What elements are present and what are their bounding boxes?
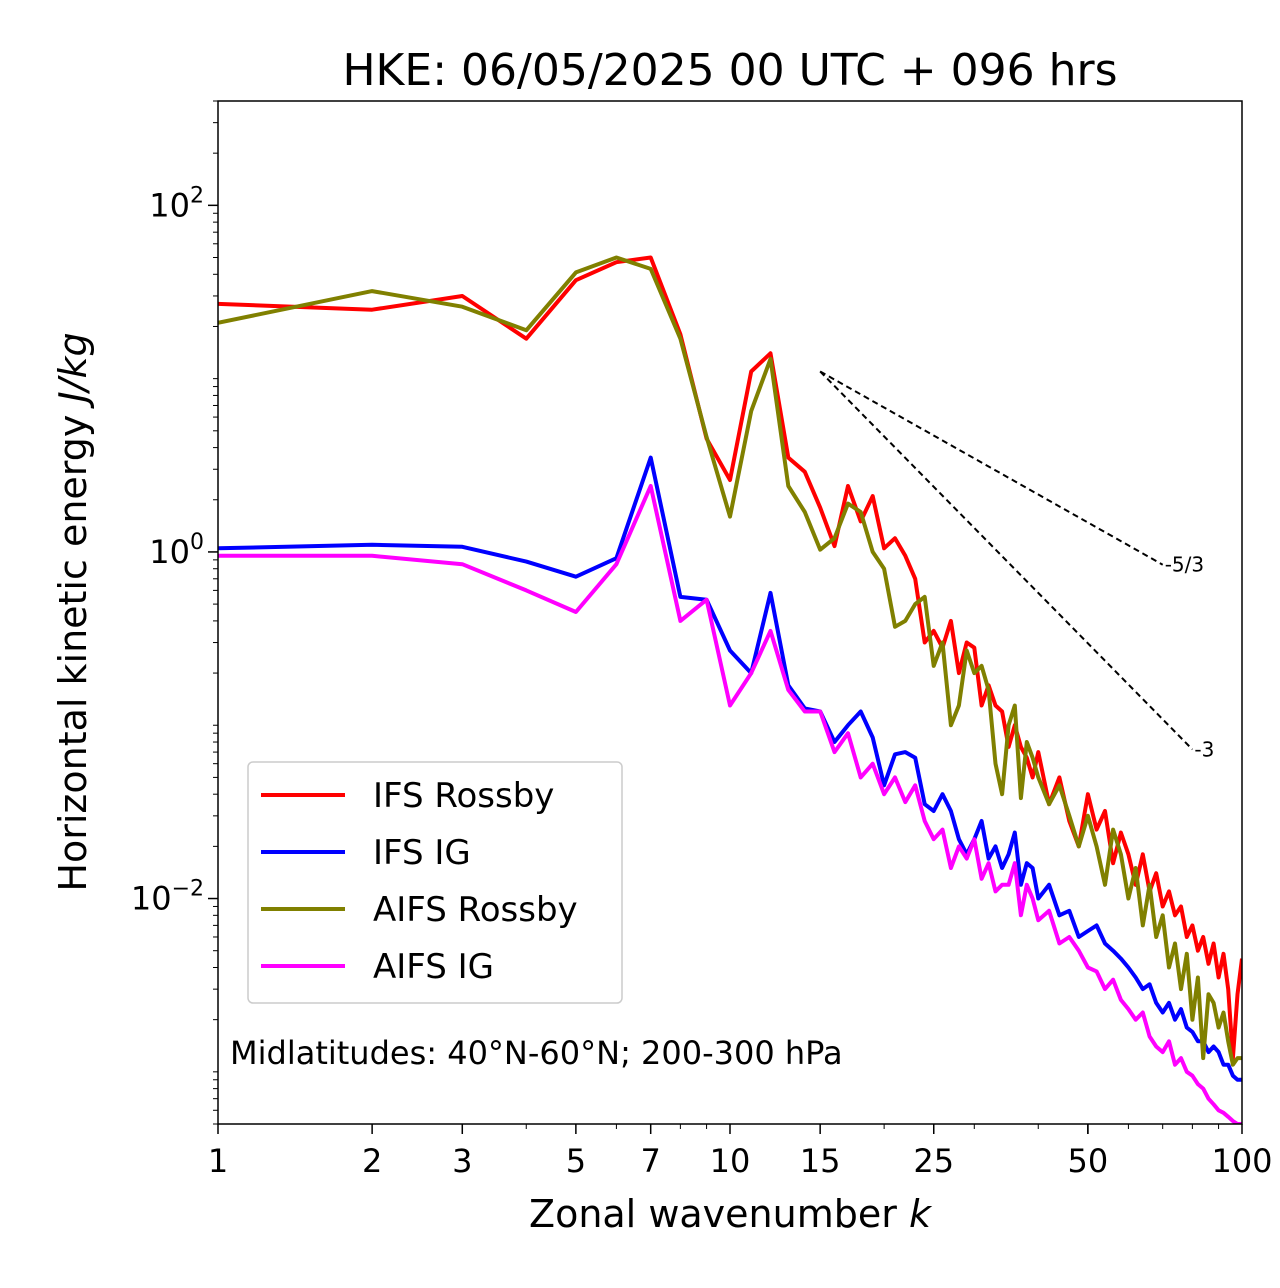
reference-slope-labels: -5/3 -3 <box>1165 553 1215 762</box>
y-axis-label-unit: J/kg <box>51 332 95 409</box>
reference-slope-label: -5/3 <box>1165 553 1204 577</box>
y-tick-label: 10−2 <box>131 877 204 918</box>
x-tick-label: 50 <box>1068 1142 1109 1180</box>
reference-slope-label: -3 <box>1194 737 1214 761</box>
y-tick-label: 102 <box>149 183 204 224</box>
x-axis-label-var: k <box>909 1192 933 1236</box>
x-tick-label: 15 <box>800 1142 841 1180</box>
x-tick-label: 1 <box>208 1142 228 1180</box>
legend-box <box>247 761 623 1004</box>
y-tick-exponent: 0 <box>190 530 204 555</box>
x-tick-label: 100 <box>1211 1142 1272 1180</box>
y-tick-base: 10 <box>149 533 190 571</box>
series-line <box>218 455 1242 1082</box>
reference-slope-line <box>819 370 1164 566</box>
legend-label: AIFS IG <box>373 947 494 987</box>
reference-slope-lines <box>819 370 1194 751</box>
series-line <box>218 255 1242 1061</box>
y-tick-exponent: −2 <box>172 877 204 902</box>
legend-label: IFS IG <box>373 833 471 873</box>
legend: IFS Rossby IFS IG AIFS Rossby AIFS IG <box>247 761 623 1004</box>
x-tick-label: 10 <box>710 1142 751 1180</box>
x-axis-label: Zonal wavenumber k <box>529 1192 933 1236</box>
x-tick-label: 7 <box>641 1142 661 1180</box>
y-axis-label: Horizontal kinetic energy J/kg <box>51 332 95 891</box>
x-tick-label: 25 <box>913 1142 954 1180</box>
x-tick-label: 5 <box>566 1142 586 1180</box>
x-axis-ticks: 1 2 3 5 7 10 15 25 50 100 <box>208 1124 1273 1180</box>
x-tick-label: 2 <box>362 1142 382 1180</box>
y-tick-base: 10 <box>131 880 172 918</box>
series-line <box>218 484 1242 1124</box>
y-axis-label-text: Horizontal kinetic energy <box>51 415 95 892</box>
series-line <box>218 255 1242 1067</box>
y-tick-base: 10 <box>149 186 190 224</box>
legend-label: IFS Rossby <box>373 776 554 816</box>
chart-title: HKE: 06/05/2025 00 UTC + 096 hrs <box>342 45 1117 96</box>
x-tick-label: 3 <box>452 1142 472 1180</box>
y-tick-exponent: 2 <box>190 183 204 208</box>
y-tick-label: 100 <box>149 530 204 571</box>
x-axis-label-text: Zonal wavenumber <box>529 1192 897 1236</box>
reference-slope-line <box>819 370 1194 751</box>
region-annotation: Midlatitudes: 40°N-60°N; 200-300 hPa <box>230 1034 843 1072</box>
series-lines <box>218 255 1242 1124</box>
legend-label: AIFS Rossby <box>373 890 578 930</box>
